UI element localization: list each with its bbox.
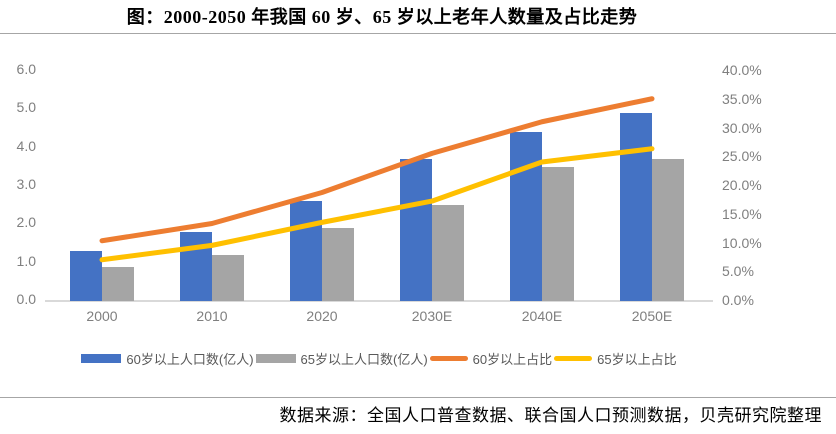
x-axis-tick: 2000 <box>86 308 118 324</box>
legend: 60岁以上人口数(亿人) 65岁以上人口数(亿人) 60岁以上占比 65岁以上占比 <box>45 349 713 367</box>
right-axis-tick: 25.0% <box>722 148 762 165</box>
x-axis-tick: 2040E <box>521 308 563 324</box>
legend-item: 65岁以上人口数(亿人) <box>255 349 428 368</box>
top-divider <box>0 33 836 34</box>
bar-65plus-population <box>212 255 244 301</box>
left-axis-tick: 6.0 <box>16 61 36 77</box>
bar-65plus-population <box>652 159 684 301</box>
legend-line-swatch-icon <box>554 355 593 361</box>
line-65plus-share <box>99 146 655 263</box>
bar-65plus-population <box>102 266 134 301</box>
bar-60plus-population <box>510 132 542 301</box>
bar-65plus-population <box>322 228 354 301</box>
legend-item: 65岁以上占比 <box>554 349 677 368</box>
legend-label: 60岁以上人口数(亿人) <box>126 351 254 367</box>
right-axis-tick: 30.0% <box>722 119 762 136</box>
legend-bar-swatch-icon <box>81 353 122 363</box>
bar-65plus-population <box>432 205 464 301</box>
legend-line-swatch-icon <box>429 355 468 361</box>
bar-60plus-population <box>290 201 322 301</box>
bar-65plus-population <box>542 166 574 301</box>
legend-label: 65岁以上占比 <box>597 351 677 367</box>
right-axis-tick: 35.0% <box>722 90 762 107</box>
x-axis-tick: 2010 <box>196 308 228 324</box>
legend-label: 60岁以上占比 <box>472 351 553 367</box>
right-axis-tick: 5.0% <box>722 263 754 280</box>
chart-title: 图：2000-2050 年我国 60 岁、65 岁以上老年人数量及占比走势 <box>126 7 638 27</box>
x-axis-tick: 2020 <box>306 308 338 324</box>
bar-60plus-population <box>70 251 102 301</box>
line-60plus-share <box>99 96 655 244</box>
bottom-divider <box>0 397 836 398</box>
x-axis-tick: 2050E <box>631 308 673 324</box>
bar-60plus-population <box>400 159 432 301</box>
legend-label: 65岁以上人口数(亿人) <box>300 351 428 367</box>
left-axis-tick: 4.0 <box>16 137 36 154</box>
x-axis-tick: 2030E <box>411 308 453 324</box>
right-axis-tick: 20.0% <box>722 177 762 193</box>
left-axis-tick: 2.0 <box>16 214 36 231</box>
data-source-note: 数据来源：全国人口普查数据、联合国人口预测数据，贝壳研究院整理 <box>279 406 822 425</box>
left-axis-tick: 1.0 <box>16 252 36 269</box>
left-axis-tick: 5.0 <box>16 99 36 116</box>
x-axis-line <box>45 300 713 302</box>
right-axis-tick: 0.0% <box>722 292 754 308</box>
right-axis-tick: 15.0% <box>722 205 762 222</box>
left-axis-tick: 3.0 <box>16 175 36 192</box>
bar-60plus-population <box>180 232 212 301</box>
legend-item: 60岁以上占比 <box>429 349 553 368</box>
legend-item: 60岁以上人口数(亿人) <box>81 349 254 368</box>
right-axis-tick: 40.0% <box>722 62 762 78</box>
legend-bar-swatch-icon <box>255 353 296 363</box>
right-axis-tick: 10.0% <box>722 234 762 251</box>
left-axis-tick: 0.0 <box>16 290 36 307</box>
bar-60plus-population <box>620 113 652 301</box>
